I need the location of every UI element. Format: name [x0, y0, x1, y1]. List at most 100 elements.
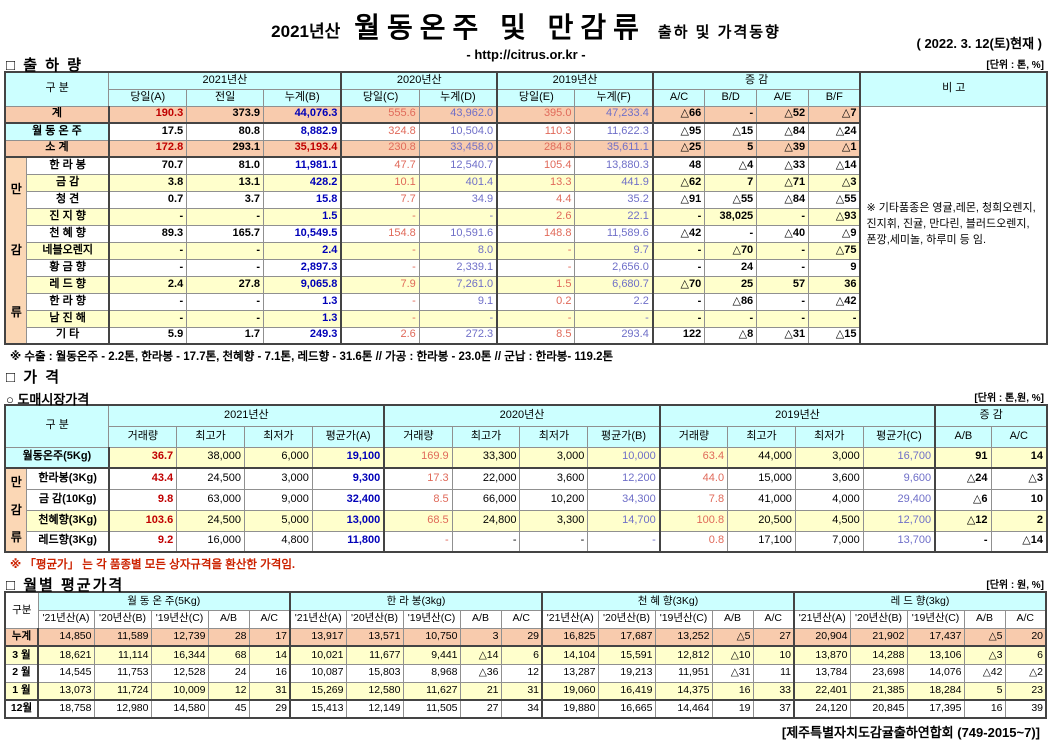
- cell: △7: [808, 105, 861, 124]
- cell: △6: [934, 488, 992, 511]
- cell: 2,339.1: [418, 258, 498, 277]
- cell: -: [651, 258, 706, 277]
- col-subheader: 최저가: [519, 425, 589, 448]
- cell: 10,591.6: [418, 224, 498, 243]
- cell: 33,458.0: [418, 139, 498, 158]
- cell: 13,700: [862, 530, 936, 553]
- unit-label-price: [단위 : 톤,원, %]: [974, 393, 1044, 404]
- cell: -: [108, 292, 188, 311]
- cell: 12,200: [587, 467, 661, 490]
- table-row: 천혜향(3Kg) 103.6 24,500 5,000 13,000 68.5 24,800…: [5, 509, 1048, 532]
- col-subheader: 전일: [186, 88, 265, 107]
- col-subheader: 누계(D): [418, 88, 498, 107]
- cell: △25: [651, 139, 706, 158]
- cell: 57: [756, 275, 810, 294]
- cell: △42: [808, 292, 861, 311]
- cell: 11: [752, 663, 795, 683]
- cell: 2,656.0: [574, 258, 654, 277]
- cell: 5: [963, 681, 1006, 701]
- cell: 4,500: [794, 509, 864, 532]
- cell: 10,750: [402, 627, 461, 647]
- table-row: 월동온주(5Kg) 36.7 38,000 6,000 19,100 169.9 33,30…: [4, 446, 1048, 469]
- cell: 0.8: [658, 530, 729, 553]
- col-subheader: A/B: [963, 609, 1006, 629]
- cell: △31: [756, 326, 810, 345]
- cell: -: [186, 258, 265, 277]
- cell: 21: [459, 681, 502, 701]
- cell: 13,870: [793, 645, 851, 665]
- cell: 16,665: [597, 699, 656, 719]
- row-label: 천혜향(3Kg): [26, 509, 110, 532]
- col-subheader: 당일(A): [108, 88, 188, 107]
- cell: 3: [459, 627, 502, 647]
- cell: 122: [651, 326, 706, 345]
- table-subheader-row: 거래량 최고가 최저가 평균가(A) 거래량 최고가 최저가 평균가(B) 거래량 최고가 최저가 평…: [5, 425, 1048, 448]
- report-date: ( 2022. 3. 12(토)현재 ): [916, 36, 1042, 51]
- cell: -: [519, 530, 589, 553]
- cell: 6: [500, 645, 543, 665]
- cell: 9.1: [418, 292, 498, 311]
- col-subheader: '19년산(C): [654, 609, 713, 629]
- cell: 16,344: [150, 645, 209, 665]
- cell: -: [340, 309, 420, 328]
- table-row: 1 월 13,073 11,724 10,009 12 31 15,269 12,580 11,…: [4, 681, 1047, 701]
- cell: -: [496, 258, 576, 277]
- table-row: 천 혜 향 89.3 165.7 10,549.5 154.8 10,591.6 148.8…: [5, 224, 1047, 243]
- cell: 12: [207, 681, 250, 701]
- cell: -: [756, 292, 810, 311]
- cell: 190.3: [108, 105, 188, 124]
- cell: 16: [963, 699, 1006, 719]
- col-subheader: '21년산(A): [541, 609, 599, 629]
- title-year: 2021년산: [271, 22, 341, 41]
- cell: 2.2: [574, 292, 654, 311]
- cell: -: [651, 292, 706, 311]
- cell: 13,287: [541, 663, 599, 683]
- cell: 11,677: [345, 645, 404, 665]
- col-subheader: 당일(E): [496, 88, 576, 107]
- cell: 17.5: [108, 122, 188, 141]
- cell: △66: [651, 105, 706, 124]
- cell: 19,880: [541, 699, 599, 719]
- cell: -: [451, 530, 521, 553]
- cell: 12,540.7: [418, 156, 498, 175]
- row-label: 청 견: [26, 190, 110, 209]
- cell: 23,698: [849, 663, 908, 683]
- row-label: 소 계: [4, 139, 110, 158]
- row-label: 기 타: [26, 326, 110, 345]
- col-header-diff: 증 감: [934, 404, 1048, 427]
- cell: -: [756, 258, 810, 277]
- cell: 13,252: [654, 627, 713, 647]
- cell: 100.8: [658, 509, 729, 532]
- section-title-monthly: □ 월별 평균가격: [6, 577, 125, 594]
- cell: 14,076: [906, 663, 965, 683]
- cell: 13.1: [186, 173, 265, 192]
- table-row: 기 타 5.9 1.7 249.3 2.6 272.3 8.5 293.4 122 △8 △31 △1…: [5, 326, 1047, 345]
- cell: 81.0: [186, 156, 265, 175]
- row-label: 금 감: [26, 173, 110, 192]
- col-header-2021: 2021년산: [108, 404, 385, 427]
- table-row: 2 월 14,545 11,753 12,528 24 16 10,087 15,803 8,9…: [4, 663, 1047, 683]
- col-subheader: 최저가: [794, 425, 864, 448]
- cell: △31: [711, 663, 754, 683]
- cell: 249.3: [263, 326, 342, 345]
- cell: 11,981.1: [263, 156, 342, 175]
- site-url[interactable]: - http://citrus.or.kr -: [466, 47, 586, 62]
- cell: △55: [704, 190, 758, 209]
- col-subheader: '21년산(A): [289, 609, 347, 629]
- cell: 401.4: [418, 173, 498, 192]
- cell: 15,269: [289, 681, 347, 701]
- cell: 10,087: [289, 663, 347, 683]
- cell: 10,200: [519, 488, 589, 511]
- cell: 28: [207, 627, 250, 647]
- cell: 10,009: [150, 681, 209, 701]
- cell: 5.9: [108, 326, 188, 345]
- cell: △33: [756, 156, 810, 175]
- cell: 3,600: [519, 467, 589, 490]
- cell: 14: [990, 446, 1048, 469]
- cell: 2.6: [496, 207, 576, 226]
- table-row: 금 감(10Kg) 9.8 63,000 9,000 32,400 8.5 66,000 10…: [5, 488, 1048, 511]
- section-title-shipment: □ 출 하 량: [6, 57, 83, 74]
- cell: △93: [808, 207, 861, 226]
